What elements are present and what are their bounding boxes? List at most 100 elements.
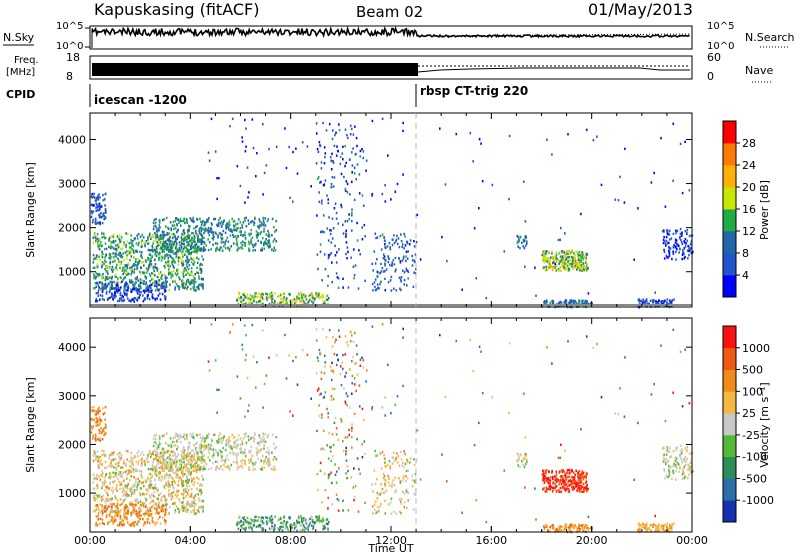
range-cell <box>258 224 261 227</box>
range-cell <box>552 261 554 265</box>
range-cell <box>151 465 154 468</box>
range-cell <box>182 238 184 241</box>
range-cell <box>214 448 217 452</box>
range-cell <box>91 406 93 409</box>
range-cell <box>208 159 211 162</box>
range-cell <box>204 439 206 443</box>
range-cell <box>101 281 103 285</box>
range-cell <box>267 240 269 243</box>
range-cell <box>157 235 159 239</box>
range-cell <box>116 291 119 294</box>
range-cell <box>94 510 96 513</box>
range-cell <box>316 292 318 295</box>
range-cell <box>219 432 221 435</box>
range-cell <box>178 465 181 469</box>
range-cell <box>568 252 571 256</box>
range-cell <box>355 389 357 393</box>
range-cell <box>149 232 151 235</box>
range-cell <box>295 525 297 528</box>
range-cell <box>345 371 347 375</box>
range-cell <box>164 245 167 248</box>
range-cell <box>138 290 141 294</box>
range-cell <box>169 437 172 440</box>
range-cell <box>285 298 288 302</box>
range-cell <box>301 519 303 522</box>
range-cell <box>154 507 156 510</box>
range-cell <box>187 470 189 473</box>
range-cell <box>159 241 162 244</box>
range-cell <box>251 519 253 522</box>
range-cell <box>170 445 173 449</box>
range-cell <box>250 221 252 224</box>
range-cell <box>102 429 104 433</box>
range-cell <box>235 454 238 458</box>
range-cell <box>315 517 318 521</box>
range-cell <box>192 509 194 512</box>
range-cell <box>129 268 132 271</box>
range-cell <box>144 479 147 482</box>
range-cell <box>245 302 247 305</box>
range-cell <box>148 266 150 270</box>
range-cell <box>129 280 131 284</box>
range-cell <box>102 212 105 215</box>
range-cell <box>167 464 170 467</box>
range-cell <box>101 453 104 457</box>
range-cell <box>259 517 262 521</box>
range-cell <box>248 468 251 471</box>
range-cell <box>663 239 666 243</box>
range-cell <box>115 288 118 291</box>
range-cell <box>220 233 223 236</box>
range-cell <box>372 269 374 272</box>
range-cell <box>176 490 178 494</box>
range-cell <box>340 172 343 176</box>
range-cell <box>188 446 190 449</box>
range-cell <box>276 302 279 305</box>
range-cell <box>168 243 171 246</box>
range-cell <box>133 281 136 284</box>
range-cell <box>288 292 290 296</box>
range-cell <box>147 257 150 260</box>
range-cell <box>171 260 173 264</box>
range-cell <box>384 289 387 292</box>
range-cell <box>241 244 244 247</box>
range-cell <box>181 461 184 464</box>
range-cell <box>92 273 95 276</box>
range-cell <box>244 219 246 222</box>
range-cell <box>159 442 161 446</box>
range-cell <box>390 289 393 292</box>
range-cell <box>344 400 347 403</box>
range-cell <box>557 267 560 271</box>
range-cell <box>380 280 382 283</box>
range-cell <box>239 230 241 233</box>
range-cell <box>103 198 106 201</box>
range-cell <box>99 409 101 413</box>
range-cell <box>105 515 108 519</box>
range-cell <box>178 285 181 289</box>
power-colorbar-label: Power [dB] <box>758 180 771 240</box>
range-cell <box>142 260 145 264</box>
range-cell <box>517 245 519 248</box>
range-cell <box>551 153 553 156</box>
range-cell <box>136 266 139 270</box>
range-cell <box>262 293 265 296</box>
range-cell <box>101 290 104 294</box>
range-cell <box>273 527 276 531</box>
range-cell <box>349 133 352 136</box>
range-cell <box>127 284 129 288</box>
range-cell <box>687 257 689 260</box>
range-cell <box>580 260 583 263</box>
range-cell <box>587 292 590 295</box>
range-cell <box>173 259 176 263</box>
range-cell <box>322 524 325 528</box>
range-cell <box>338 467 340 470</box>
range-cell <box>101 514 104 517</box>
range-cell <box>93 276 95 280</box>
range-cell <box>309 297 312 300</box>
range-cell <box>182 255 184 258</box>
range-cell <box>130 273 132 276</box>
range-cell <box>154 471 157 475</box>
range-cell <box>516 234 518 238</box>
range-cell <box>130 503 132 507</box>
range-cell <box>135 281 137 284</box>
range-cell <box>185 273 187 276</box>
